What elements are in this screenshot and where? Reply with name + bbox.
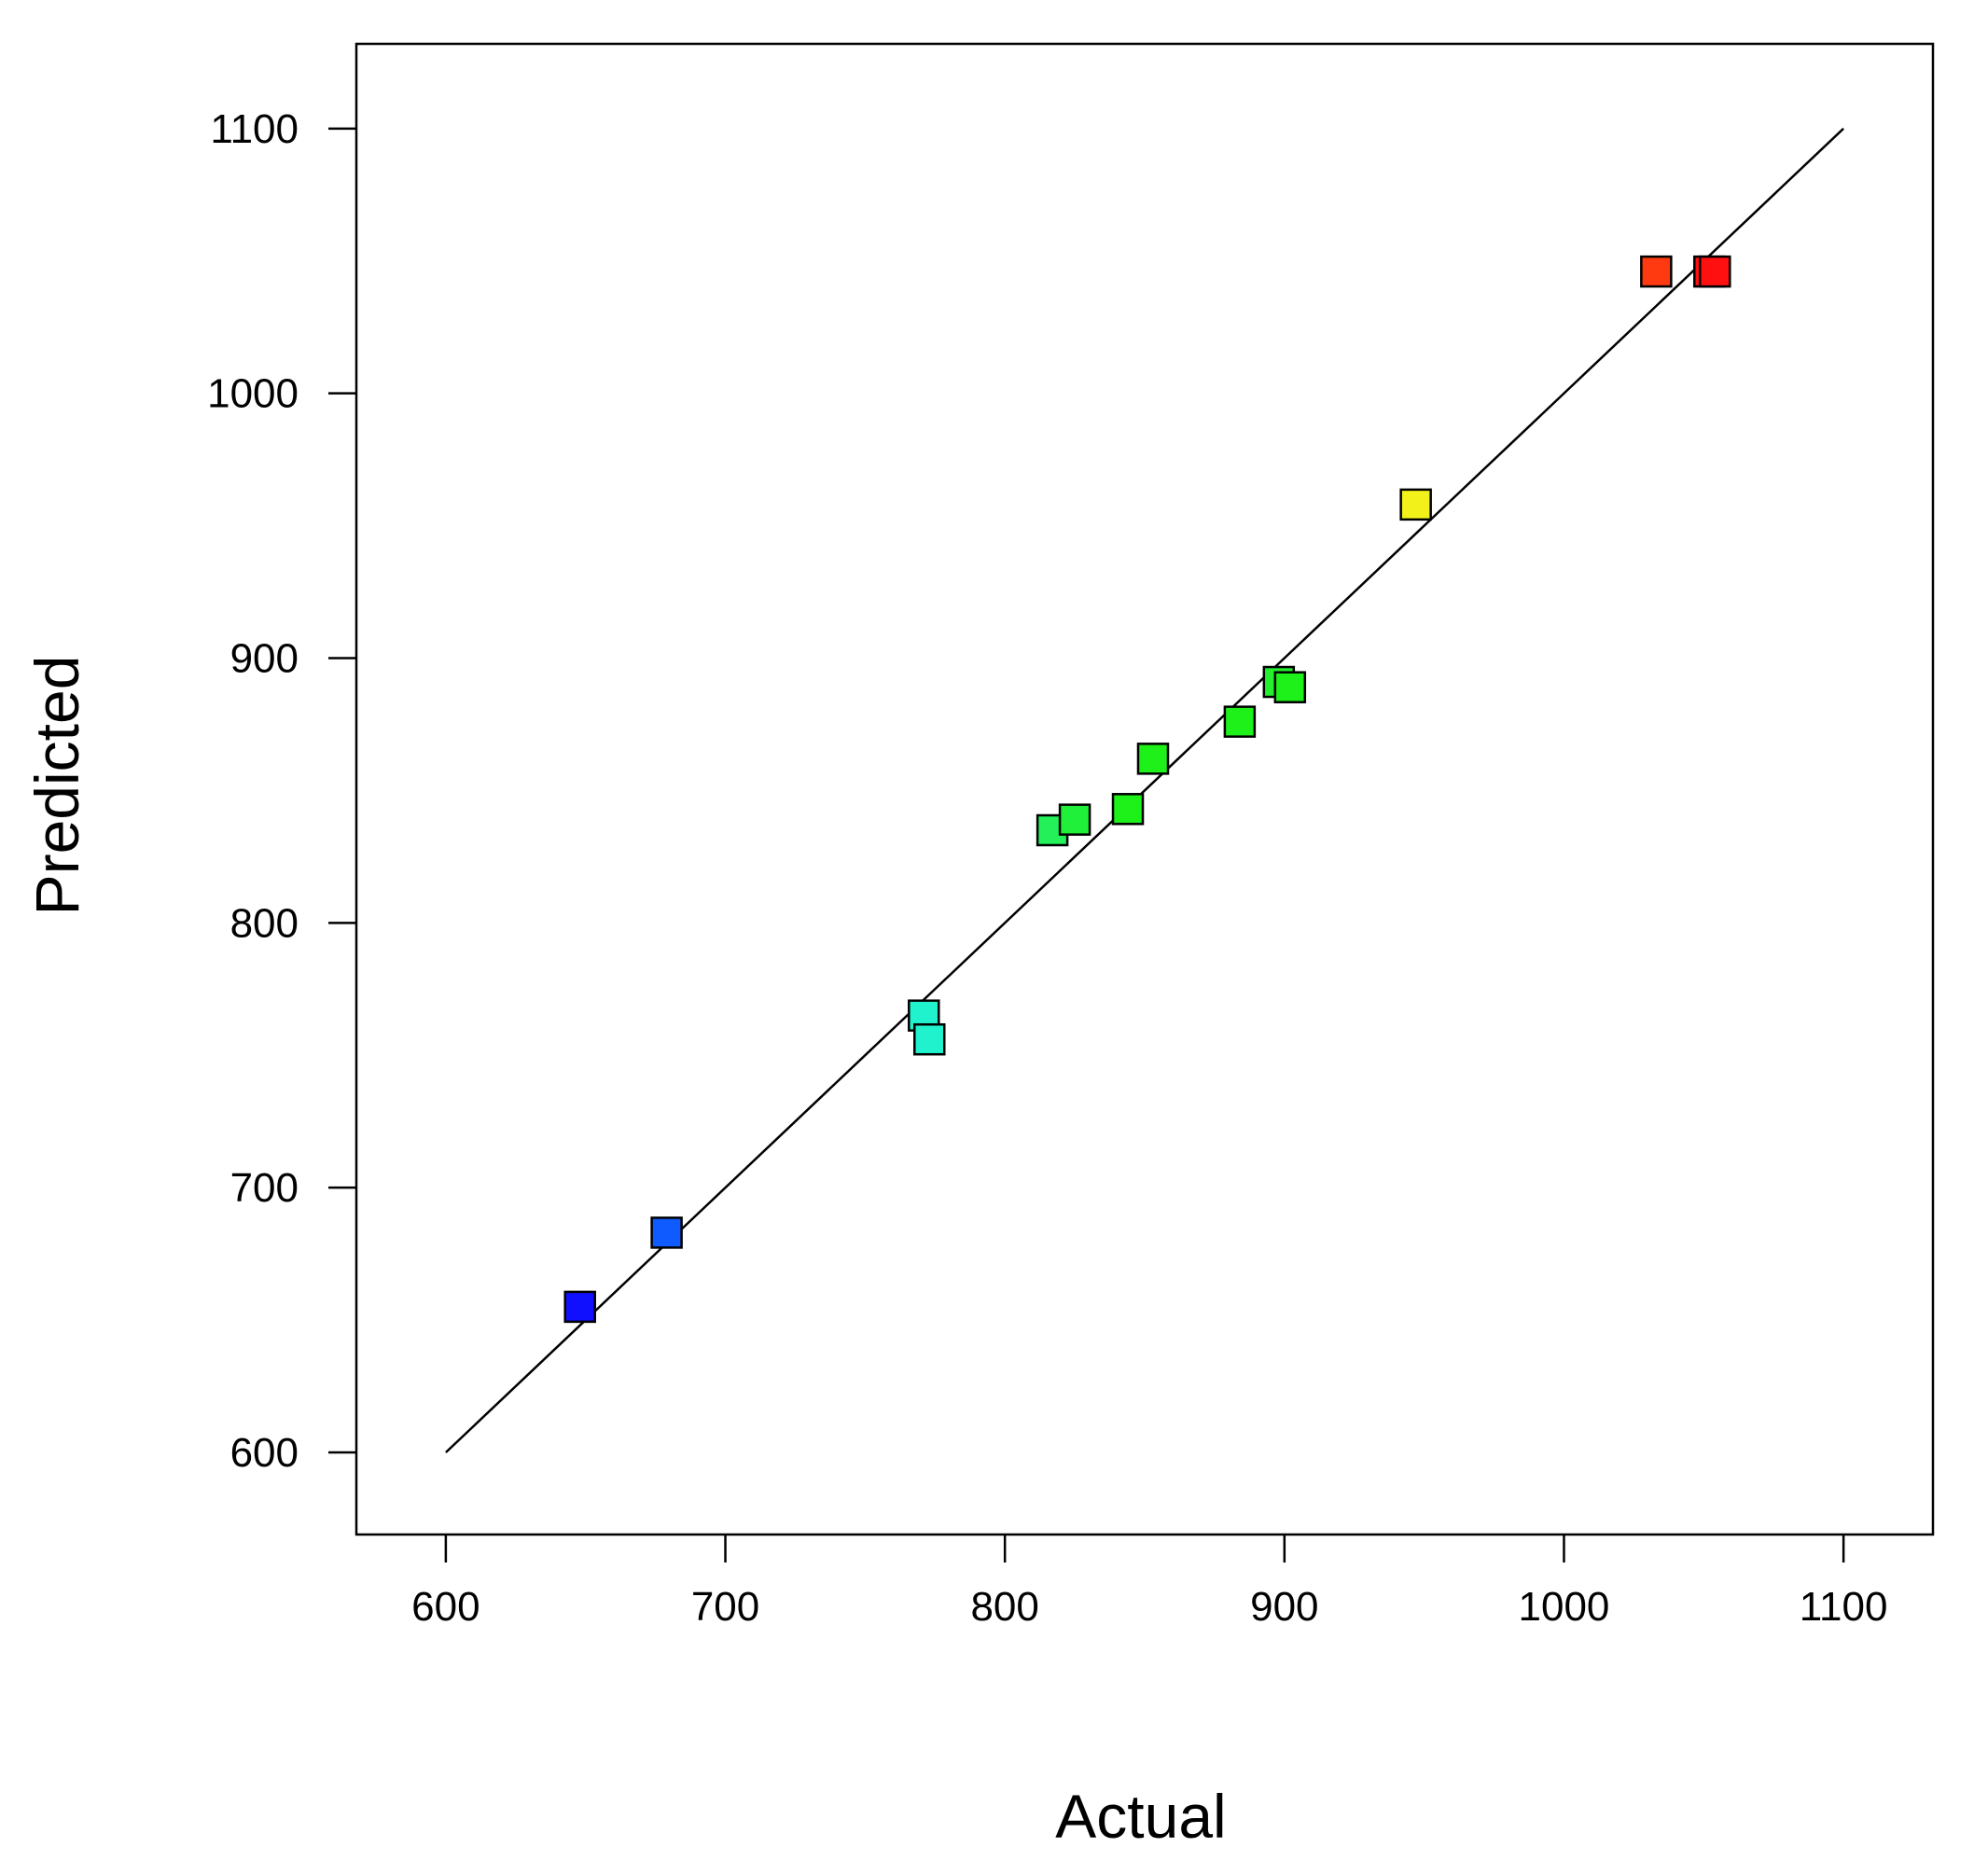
reference-line [445, 127, 1844, 1453]
data-point [1399, 488, 1432, 521]
x-tick-label: 800 [970, 1584, 1038, 1630]
data-point [913, 1022, 946, 1056]
y-axis-ticks: 600 700 800 900 1000 1100 [207, 106, 356, 1476]
x-tick-label: 1000 [1519, 1584, 1610, 1630]
y-tick-label: 600 [230, 1430, 299, 1476]
data-point [1111, 793, 1145, 826]
reference-line-group [445, 127, 1844, 1453]
data-point [1136, 743, 1170, 775]
y-tick-label: 1100 [210, 106, 299, 152]
y-tick-label: 1000 [207, 371, 299, 417]
y-axis-title: Predicted [22, 656, 91, 916]
plot-frame [355, 42, 1935, 1536]
data-point [1273, 671, 1307, 703]
x-axis-title: Actual [1055, 1782, 1226, 1851]
x-tick-label: 600 [411, 1584, 480, 1630]
x-axis-ticks: 600 700 800 900 1000 1100 [411, 1535, 1887, 1630]
data-point [563, 1290, 596, 1324]
y-tick-label: 700 [230, 1165, 299, 1211]
y-tick-label: 800 [230, 900, 299, 946]
data-point [1223, 705, 1257, 738]
x-tick-label: 900 [1250, 1584, 1318, 1630]
x-tick-label: 700 [691, 1584, 759, 1630]
y-tick-label: 900 [230, 636, 299, 682]
data-points [563, 255, 1731, 1324]
x-tick-label: 1100 [1800, 1584, 1888, 1630]
data-point [650, 1216, 683, 1249]
data-point [1699, 255, 1731, 288]
data-point [1058, 803, 1091, 836]
data-point [1640, 255, 1673, 288]
